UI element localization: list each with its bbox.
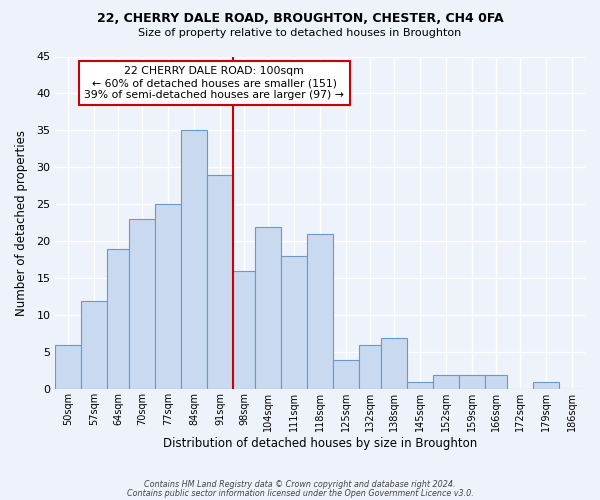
Bar xyxy=(433,374,459,390)
Bar xyxy=(281,256,307,390)
Bar xyxy=(485,374,507,390)
Bar xyxy=(381,338,407,390)
Text: Contains public sector information licensed under the Open Government Licence v3: Contains public sector information licen… xyxy=(127,489,473,498)
Bar xyxy=(155,204,181,390)
Y-axis label: Number of detached properties: Number of detached properties xyxy=(15,130,28,316)
Bar xyxy=(359,345,381,390)
Bar xyxy=(333,360,359,390)
Bar xyxy=(459,374,485,390)
Bar xyxy=(130,219,155,390)
Bar xyxy=(207,175,233,390)
Bar xyxy=(233,271,256,390)
Bar xyxy=(533,382,559,390)
Bar xyxy=(107,249,130,390)
Bar xyxy=(55,345,81,390)
Bar xyxy=(181,130,207,390)
Text: Contains HM Land Registry data © Crown copyright and database right 2024.: Contains HM Land Registry data © Crown c… xyxy=(144,480,456,489)
Bar xyxy=(81,300,107,390)
Text: 22 CHERRY DALE ROAD: 100sqm
← 60% of detached houses are smaller (151)
39% of se: 22 CHERRY DALE ROAD: 100sqm ← 60% of det… xyxy=(84,66,344,100)
Bar xyxy=(256,226,281,390)
X-axis label: Distribution of detached houses by size in Broughton: Distribution of detached houses by size … xyxy=(163,437,477,450)
Text: 22, CHERRY DALE ROAD, BROUGHTON, CHESTER, CH4 0FA: 22, CHERRY DALE ROAD, BROUGHTON, CHESTER… xyxy=(97,12,503,26)
Bar xyxy=(407,382,433,390)
Bar xyxy=(307,234,333,390)
Text: Size of property relative to detached houses in Broughton: Size of property relative to detached ho… xyxy=(139,28,461,38)
